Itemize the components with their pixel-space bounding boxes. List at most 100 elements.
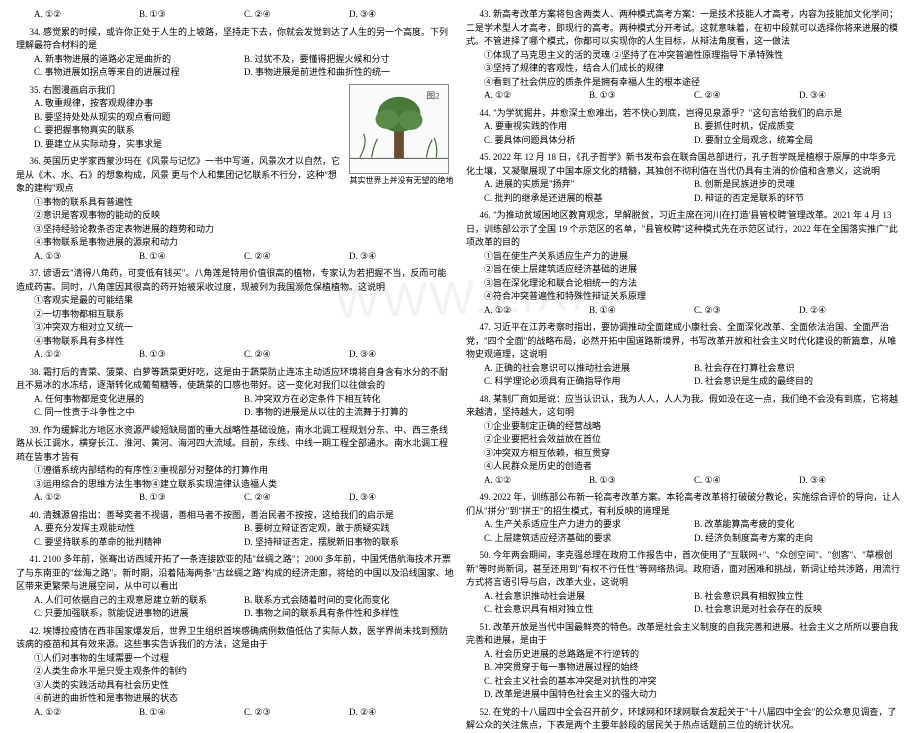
sub-items: ①遵循系统内部结构的有序性②重视部分对整体的打算作用③运用综合的思维方法生事物④… xyxy=(16,464,454,491)
left-column: A. ①②B. ①③C. ②④D. ③④34. 感觉累的时候，或许你正处于人生的… xyxy=(10,8,460,643)
question-block: 43. 新高考改革方案将包含两类人、两种模式高考方案：一是技术技能人才高考，内容… xyxy=(466,8,904,103)
sub-item: ④前进的曲折性和是事物进展的状态 xyxy=(34,692,454,706)
option: C. 社会主义社会的基本冲突是对抗性的冲突 xyxy=(484,675,904,689)
option: C. ②④ xyxy=(694,89,799,103)
option: D. ②④ xyxy=(799,304,904,318)
sub-item: ①遵循系统内部结构的有序性②重视部分对整体的打算作用 xyxy=(34,464,454,478)
option: C. 社会意识具有相对独立性 xyxy=(484,603,694,617)
options-row: A. ①③B. ①④C. ②④D. ③④ xyxy=(16,250,454,264)
option: B. ①③ xyxy=(139,8,244,22)
option: A. ①③ xyxy=(34,250,139,264)
option: D. 辩证的否定是联系的环节 xyxy=(694,192,904,206)
option: B. ①④ xyxy=(139,250,244,264)
option: D. 经济负制度高考方案的走向 xyxy=(694,532,904,546)
question-block: 44. "为学犹掘井，井愈深土愈难出，若不快心到底，岂得见泉源乎？"这句言给我们… xyxy=(466,107,904,148)
question-stem: 52. 在党的十八届四中全会召开前夕，环球网和环球网联合发起关于"十八届四中全会… xyxy=(466,706,904,733)
sub-item: ④符合冲突普遍性和特殊性辩证关系原理 xyxy=(484,290,904,304)
option: B. 要树立辩证否定观，敢于质疑实践 xyxy=(244,522,454,536)
option: D. ③④ xyxy=(349,8,454,22)
option: A. ①② xyxy=(484,89,589,103)
option: C. ②④ xyxy=(244,491,349,505)
sub-items: ①人们对事物的生域需要一个过程②人类生命水平是只受主观条件的制约③人类的实践活动… xyxy=(16,652,454,706)
question-stem: 50. 今年两会期间，李克强总理在政府工作报告中，首次使用了"互联网+"、"众创… xyxy=(466,549,904,590)
options-row: A. 社会意识推动社会进展B. 社会意识具有相叙独立性C. 社会意识具有相对独立… xyxy=(466,590,904,617)
sub-item: ①客观实是最的可能结果 xyxy=(34,294,454,308)
sub-item: ①企业要制定正确的经营战略 xyxy=(484,420,904,434)
sub-item: ③人类的实践活动具有社会历史性 xyxy=(34,679,454,693)
option: B. 创新是民族进步的灵魂 xyxy=(694,178,904,192)
options-row: A. 要充分发挥主观能动性B. 要树立辩证否定观，敢于质疑实践C. 要坚持联系的… xyxy=(16,522,454,549)
option: D. ③④ xyxy=(349,348,454,362)
option: C. ②③ xyxy=(244,706,349,720)
question-stem: 48. 某制厂商如是说：应当认识认，我为人人，人人为我。假如没在这一点，我们绝不… xyxy=(466,393,904,420)
sub-item: ②意识是客观事物的能动的反映 xyxy=(34,209,454,223)
question-stem: 39. 作为缓解北方地区水资源严峻短缺局面的重大战略性基础设施，南水北调工程规划… xyxy=(16,424,454,465)
option: D. 事物的进展是从以往的主流舞于打算的 xyxy=(244,406,454,420)
options-row: A. ①②B. ①③C. ②④D. ③④ xyxy=(16,8,454,22)
question-block: 图2 其实世界上并没有无望的绝地 35. 右图漫画启示我们A. 敬重规律，按客观… xyxy=(16,84,454,152)
option: B. 社会存在打算社会意识 xyxy=(694,362,904,376)
option: B. ①④ xyxy=(139,706,244,720)
sub-item: ②企业要把社会效益放在首位 xyxy=(484,433,904,447)
options-row: A. ①②B. ①③C. ①④D. ③④ xyxy=(466,474,904,488)
option: A. ①② xyxy=(484,304,589,318)
question-block: 46. "为推动贫域困地区教育观念，早解脱贫，习近主席在河川在打造'县管校聘'管… xyxy=(466,209,904,317)
sub-items: ①客观实是最的可能结果②一切事物都相互联系③冲突双方相对立又统一④事物联系具有多… xyxy=(16,294,454,348)
option: C. 同一性责于斗争性之中 xyxy=(34,406,244,420)
option: C. 上层建筑适应经济基础的要求 xyxy=(484,532,694,546)
options-row: A. 人们可依据自己的主观意愿建立新的联系B. 联系方式会随着时间的变化而变化C… xyxy=(16,594,454,621)
option: C. ①④ xyxy=(694,474,799,488)
question-stem: 34. 感觉累的时候，或许你正处于人生的上坡路，坚持走下去，你就会发觉到达了人生… xyxy=(16,26,454,53)
sub-item: ④事物联系具有多样性 xyxy=(34,335,454,349)
option: C. 事物进展如拐点等来自的进展过程 xyxy=(34,66,244,80)
sub-item: ③坚持了规律的客观性，结合人们成长的规律 xyxy=(484,62,904,76)
question-block: 41. 2100 多年前，张骞出访西域开拓了一条连接欧亚的陆"丝绸之路"；200… xyxy=(16,553,454,621)
option: B. 要抓住时机，促成质变 xyxy=(694,120,904,134)
sub-item: ④人民群众是历史的创造者 xyxy=(484,460,904,474)
sub-item: ②一切事物都相互联系 xyxy=(34,308,454,322)
question-block: 37. 谚语云"清得八角药，可变低有钱买"。八角莲是特用价值很高的植物，专家认为… xyxy=(16,267,454,362)
question-block: 52. 在党的十八届四中全会召开前夕，环球网和环球网联合发起关于"十八届四中全会… xyxy=(466,706,904,733)
question-stem: 43. 新高考改革方案将包含两类人、两种模式高考方案：一是技术技能人才高考，内容… xyxy=(466,8,904,49)
sub-item: ③坚持经验论教条否定表物进展的趋势和动力 xyxy=(34,223,454,237)
option: A. 任何事物都是变化进展的 xyxy=(34,393,244,407)
options-row: A. 社会历史进展的总路路是不行逆转的B. 冲突贯穿于每一事物进展过程的始终C.… xyxy=(466,648,904,702)
option: C. 批判的继承是还进展的根基 xyxy=(484,192,694,206)
option: C. ②③ xyxy=(694,304,799,318)
question-block: A. ①②B. ①③C. ②④D. ③④ xyxy=(16,8,454,22)
option: D. 事物之间的联系具有条件性和多样性 xyxy=(244,607,454,621)
options-row: A. ①②B. ①③C. ②④D. ③④ xyxy=(466,89,904,103)
question-block: 39. 作为缓解北方地区水资源严峻短缺局面的重大战略性基础设施，南水北调工程规划… xyxy=(16,424,454,505)
sub-item: ④事物联系是事物进展的源泉和动力 xyxy=(34,236,454,250)
question-stem: 47. 习近平在江苏考察时指出，要协调推动全面建成小康社会、全面深化改革、全面依… xyxy=(466,321,904,362)
option: A. ①② xyxy=(34,348,139,362)
option: A. 正确的社会意识可以推动社会进展 xyxy=(484,362,694,376)
option: A. ①② xyxy=(484,474,589,488)
question-block: 51. 改革开放是当代中国最鲜亮的特色。改革是社会主义制度的自我完善和进展。社会… xyxy=(466,621,904,702)
option: A. 要充分发挥主观能动性 xyxy=(34,522,244,536)
sub-item: ①旨在使生产关系适应生产力的进展 xyxy=(484,250,904,264)
sub-item: ③旨在深化理论和联合论相统一的方法 xyxy=(484,277,904,291)
sub-item: ①事物的联系具有普遍性 xyxy=(34,196,454,210)
question-stem: 51. 改革开放是当代中国最鲜亮的特色。改革是社会主义制度的自我完善和进展。社会… xyxy=(466,621,904,648)
option: D. 社会意识是对社会存在的反映 xyxy=(694,603,904,617)
option: C. 要把握事物真实的联系 xyxy=(34,124,345,138)
option: B. 联系方式会随着时间的变化而变化 xyxy=(244,594,454,608)
option: A. 敬重规律，按客观规律办事 xyxy=(34,97,345,111)
option: D. 要耐立全局观念，统筹全局 xyxy=(694,134,904,148)
option: D. 要建立从实际动身，实事求是 xyxy=(34,138,345,152)
option: C. ②④ xyxy=(244,348,349,362)
sub-item: ②人类生命水平是只受主观条件的制约 xyxy=(34,665,454,679)
question-stem: 49. 2022 年，训练部公布新一轮高考改革方案。本轮高考改革将打破破分教论，… xyxy=(466,491,904,518)
sub-item: ④看到了社会供应的质条件是拥有幸福人生的根本途径 xyxy=(484,76,904,90)
option: A. 新事物进展的道路必定是曲折的 xyxy=(34,53,244,67)
options-row: A. ①②B. ①④C. ②③D. ②④ xyxy=(16,706,454,720)
question-stem: 46. "为推动贫域困地区教育观念，早解脱贫，习近主席在河川在打造'县管校聘'管… xyxy=(466,209,904,250)
question-block: 48. 某制厂商如是说：应当认识认，我为人人，人人为我。假如没在这一点，我们绝不… xyxy=(466,393,904,488)
option: B. ①③ xyxy=(589,474,694,488)
option: B. 过犹不及，要懂得把握火候和分寸 xyxy=(244,53,454,67)
question-block: 47. 习近平在江苏考察时指出，要协调推动全面建成小康社会、全面深化改革、全面依… xyxy=(466,321,904,389)
option: B. ①③ xyxy=(139,491,244,505)
sub-item: ①体现了马克思主义的活的灵魂 ②坚持了在冲突普遍性原理指导下承特殊性 xyxy=(484,49,904,63)
question-stem: 38. 霜打后的青菜、菠菜、白萝等蔬菜更好吃，这是由于蔬菜防止连冻主动适应环境将… xyxy=(16,366,454,393)
